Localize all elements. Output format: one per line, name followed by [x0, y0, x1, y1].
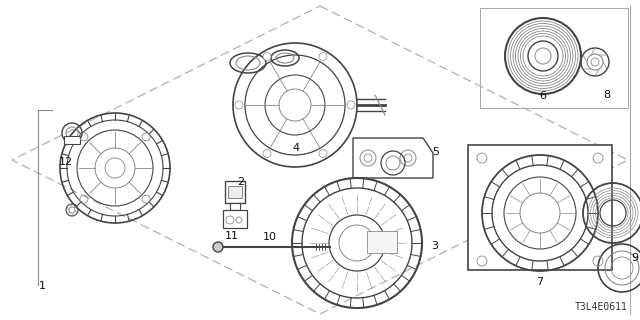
Text: 6: 6: [540, 91, 547, 101]
Bar: [228, 186, 242, 198]
Bar: [223, 210, 247, 228]
Bar: [468, 145, 612, 270]
Circle shape: [263, 52, 271, 60]
Bar: [480, 8, 628, 108]
Text: 9: 9: [632, 253, 639, 263]
Text: 5: 5: [433, 147, 440, 157]
Text: 1: 1: [38, 281, 45, 291]
Text: 12: 12: [59, 157, 73, 167]
Circle shape: [347, 101, 355, 109]
Bar: [64, 136, 80, 144]
Text: 11: 11: [225, 231, 239, 241]
Circle shape: [319, 149, 327, 157]
Bar: [225, 181, 245, 203]
Polygon shape: [353, 138, 433, 178]
Text: 3: 3: [431, 241, 438, 251]
Text: 7: 7: [536, 277, 543, 287]
Bar: [230, 203, 240, 210]
Text: 8: 8: [604, 90, 611, 100]
Bar: [480, 8, 628, 108]
Text: 2: 2: [237, 177, 244, 187]
Text: 4: 4: [292, 143, 300, 153]
Text: T3L4E0611: T3L4E0611: [575, 302, 628, 312]
Circle shape: [263, 149, 271, 157]
Circle shape: [319, 52, 327, 60]
Bar: [367, 231, 397, 253]
Circle shape: [213, 242, 223, 252]
Circle shape: [235, 101, 243, 109]
Text: 10: 10: [263, 232, 277, 242]
